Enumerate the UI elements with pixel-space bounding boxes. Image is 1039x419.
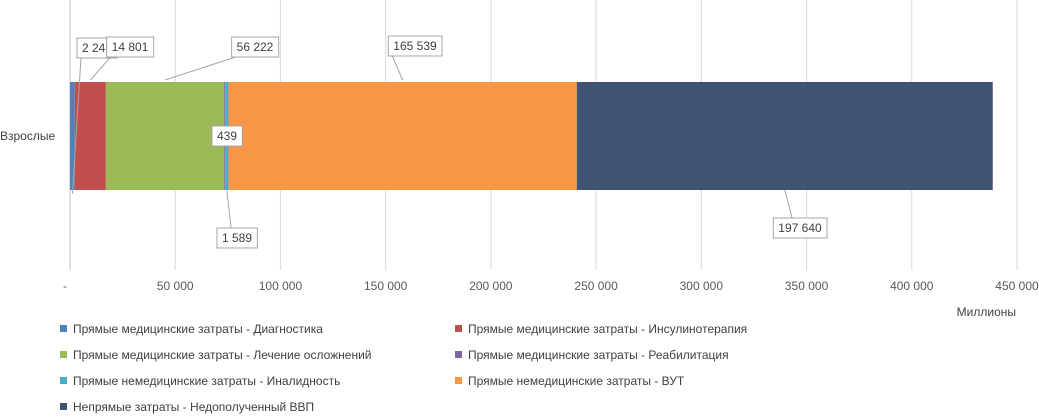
data-label-box (216, 227, 258, 249)
x-tick-label: 450 000 (995, 279, 1039, 293)
x-tick-label: 400 000 (890, 279, 934, 293)
data-label-text: 56 222 (237, 40, 274, 54)
legend-swatch (60, 377, 67, 384)
legend-item: Непрямые затраты - Недополученный ВВП (60, 400, 314, 414)
data-label: 197 640 (772, 217, 828, 239)
legend-item: Прямые медицинские затраты - Диагностика (60, 322, 323, 336)
legend-item: Прямые немедицинские затраты - ВУТ (455, 374, 684, 388)
data-label-text: 2 246 (82, 41, 112, 55)
legend-swatch (455, 351, 462, 358)
data-label-text: 197 640 (778, 221, 822, 235)
x-tick-label: - (63, 279, 67, 293)
data-label-text: 14 801 (112, 40, 149, 54)
x-axis-ticks: - 50 000 100 000 150 000 200 000 250 000 300 0… (63, 279, 1039, 293)
data-label-text: 165 539 (393, 39, 437, 53)
legend-swatch (60, 403, 67, 410)
legend-label: Прямые медицинские затраты - Лечение осл… (73, 348, 372, 362)
legend-label: Прямые медицинские затраты - Инсулинотер… (468, 322, 748, 336)
leader-line (391, 55, 443, 81)
data-label-text: 1 589 (222, 231, 252, 245)
x-tick-label: 350 000 (785, 279, 829, 293)
legend-label: Прямые немедицинские затраты - Иналиднос… (73, 374, 341, 388)
data-labels: 2 246 14 801 56 222 439 1 589 165 539 197 640 (71, 35, 828, 249)
legend-item: Прямые медицинские затраты - Реабилитаци… (455, 348, 729, 362)
leader-line (89, 56, 154, 81)
x-tick-label: 150 000 (364, 279, 408, 293)
legend-swatch (455, 377, 462, 384)
legend-label: Прямые медицинские затраты - Диагностика (73, 322, 323, 336)
bar-segment (576, 82, 993, 190)
bar-segment (105, 82, 225, 190)
legend-label: Непрямые затраты - Недополученный ВВП (73, 400, 315, 414)
x-tick-label: 300 000 (680, 279, 724, 293)
bar-segment (74, 82, 106, 190)
x-tick-label: 250 000 (574, 279, 618, 293)
legend-swatch (60, 325, 67, 332)
leader-line (226, 189, 232, 229)
legend-item: Прямые медицинские затраты - Инсулинотер… (455, 322, 747, 336)
data-label-box (211, 125, 243, 147)
data-label-box (772, 217, 828, 239)
x-tick-label: 200 000 (469, 279, 513, 293)
data-label-text: 439 (217, 129, 237, 143)
bar-segments (70, 82, 993, 190)
legend-label: Прямые медицинские затраты - Реабилитаци… (468, 348, 729, 362)
legend-label: Прямые немедицинские затраты - ВУТ (468, 374, 685, 388)
data-label: 1 589 (216, 227, 258, 249)
legend-item: Прямые немедицинские затраты - Иналиднос… (60, 374, 340, 388)
bar-segment (228, 82, 577, 190)
x-tick-label: 50 000 (157, 279, 194, 293)
data-label: 56 222 (231, 36, 280, 58)
category-label: Взрослые (0, 129, 55, 143)
leader-line (71, 57, 118, 195)
leader-line (164, 56, 279, 81)
legend-swatch (60, 351, 67, 358)
legend-item: Прямые медицинские затраты - Лечение осл… (60, 348, 371, 362)
legend-swatch (455, 325, 462, 332)
axis-unit-label: Миллионы (957, 305, 1016, 319)
data-label: 14 801 (106, 36, 155, 58)
data-label: 439 (211, 125, 243, 147)
x-tick-label: 100 000 (259, 279, 303, 293)
leader-line (784, 189, 793, 219)
bar-segment (70, 82, 75, 190)
data-label: 165 539 (387, 35, 443, 57)
